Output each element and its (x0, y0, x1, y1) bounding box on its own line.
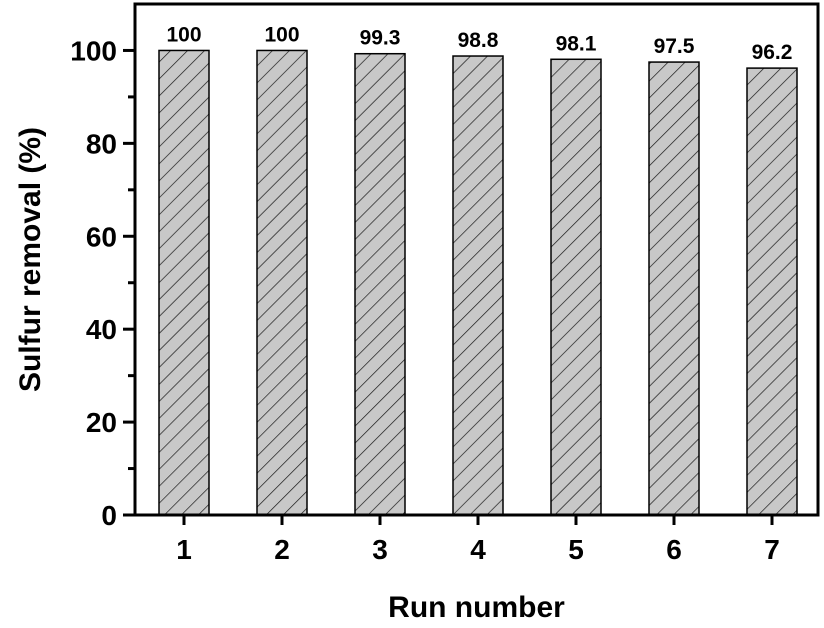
y-axis-ticks: 0 20 40 60 80 100 (70, 35, 135, 531)
data-label-run-7: 96.2 (752, 41, 793, 64)
bar-run-1 (158, 49, 210, 516)
x-axis-ticks: 1 2 3 4 5 6 7 (176, 515, 780, 565)
x-tick-label-2: 2 (274, 534, 290, 565)
bar-run-7 (746, 67, 798, 516)
data-label-run-5: 98.1 (556, 32, 597, 55)
data-label-run-2: 100 (264, 23, 299, 46)
y-tick-label-60: 60 (86, 221, 117, 252)
y-tick-label-100: 100 (70, 35, 117, 66)
y-tick-label-80: 80 (86, 128, 117, 159)
y-tick-label-40: 40 (86, 314, 117, 345)
bar-run-4 (452, 55, 504, 516)
x-axis-title: Run number (388, 591, 565, 624)
bar-run-5 (550, 58, 602, 516)
y-axis-title: Sulfur removal (%) (14, 127, 47, 392)
data-label-run-6: 97.5 (654, 35, 695, 58)
data-label-run-4: 98.8 (458, 29, 499, 52)
data-labels-group: 100 100 99.3 98.8 98.1 97.5 96.2 (166, 23, 792, 64)
x-tick-label-3: 3 (372, 534, 388, 565)
x-tick-label-6: 6 (666, 534, 682, 565)
y-tick-label-20: 20 (86, 407, 117, 438)
y-tick-label-0: 0 (101, 500, 117, 531)
x-tick-label-5: 5 (568, 534, 584, 565)
bars-group (158, 49, 798, 516)
data-label-run-1: 100 (166, 23, 201, 46)
x-tick-label-1: 1 (176, 534, 192, 565)
bar-run-6 (648, 61, 700, 516)
data-label-run-3: 99.3 (360, 27, 401, 50)
bar-run-2 (256, 49, 308, 516)
x-tick-label-7: 7 (764, 534, 780, 565)
x-tick-label-4: 4 (470, 534, 486, 565)
bar-run-3 (354, 52, 406, 516)
